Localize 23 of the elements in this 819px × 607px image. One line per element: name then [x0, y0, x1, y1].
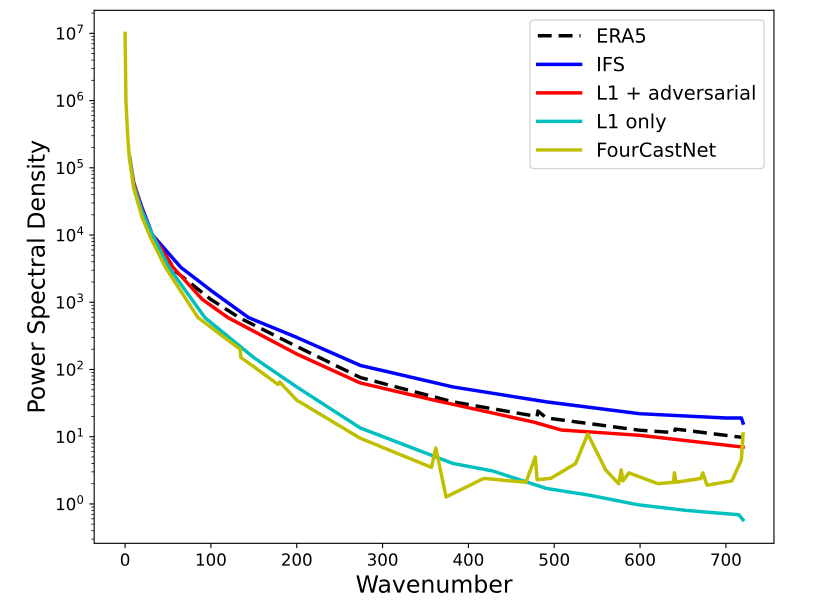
legend-label: L1 + adversarial — [598, 84, 755, 100]
y-tick-label: 10$^{3}$ — [56, 293, 83, 309]
x-tick-label: 700 — [711, 553, 741, 566]
x-tick-label: 600 — [625, 553, 655, 566]
legend-label: ERA5 — [598, 28, 646, 43]
y-tick-label: 10$^{1}$ — [56, 428, 83, 444]
legend-label: FourCastNet — [598, 142, 716, 158]
x-tick-label: 400 — [453, 553, 484, 566]
x-axis-title: Wavenumber — [356, 574, 513, 593]
y-tick-label: 10$^{6}$ — [56, 92, 84, 108]
x-tick-label: 100 — [196, 553, 226, 566]
x-tick-label: 500 — [540, 553, 570, 566]
legend-label: L1 only — [598, 113, 666, 132]
legend-label: IFS — [598, 56, 624, 72]
y-axis-title: Power Spectral Density — [26, 140, 50, 412]
y-tick-label: 10$^{5}$ — [56, 159, 83, 174]
x-tick-label: 200 — [282, 553, 312, 566]
y-tick-label: 10$^{0}$ — [56, 495, 84, 510]
x-tick-label: 0 — [120, 553, 130, 566]
y-tick-label: 10$^{7}$ — [56, 24, 83, 40]
y-tick-label: 10$^{2}$ — [56, 360, 83, 376]
x-tick-label: 300 — [368, 553, 398, 566]
y-tick-label: 10$^{4}$ — [56, 226, 84, 242]
